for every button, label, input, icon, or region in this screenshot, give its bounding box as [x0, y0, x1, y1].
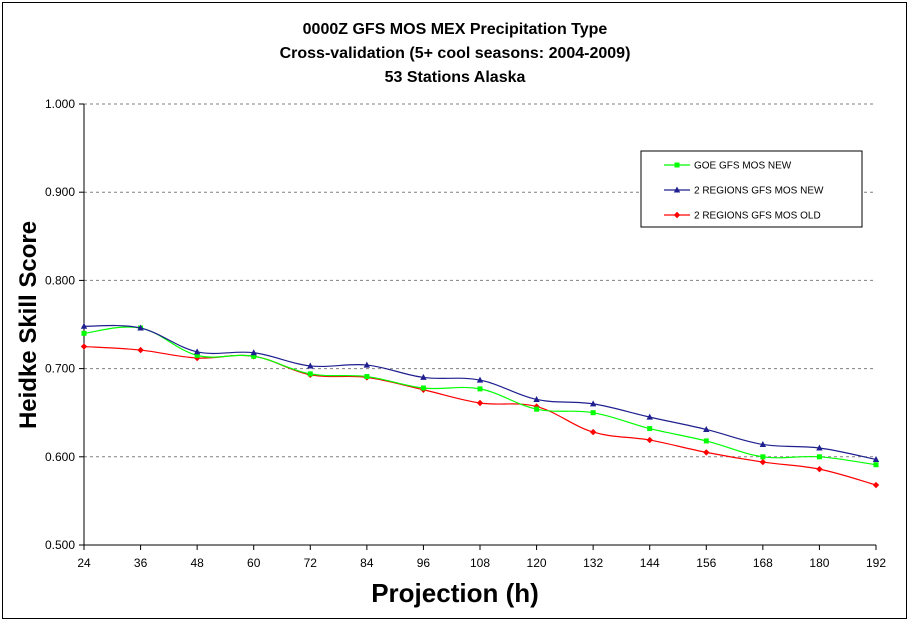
series-2-regions-gfs-mos-old [80, 343, 880, 489]
x-tick-label: 120 [527, 556, 547, 570]
legend-entry: GOE GFS MOS NEW [664, 161, 792, 172]
data-point [534, 406, 540, 412]
y-tick-label: 0.600 [45, 450, 75, 464]
x-tick-labels: 24 36 48 60 72 84 96 108 120 132 144 156 168 180 192 [77, 556, 886, 570]
data-point [872, 481, 880, 489]
data-point [476, 399, 484, 407]
y-tick-label: 0.700 [45, 362, 75, 376]
legend-label: GOE GFS MOS NEW [694, 161, 792, 172]
data-point [647, 426, 653, 432]
x-tick-label: 96 [417, 556, 431, 570]
legend-entry: 2 REGIONS GFS MOS OLD [664, 211, 821, 222]
data-point [533, 395, 540, 402]
data-point [674, 162, 680, 168]
chart-title-line-3: 53 Stations Alaska [385, 69, 526, 86]
data-point [590, 410, 596, 416]
data-point [703, 449, 710, 456]
data-point [759, 440, 767, 447]
data-point [477, 386, 483, 392]
series-line [83, 324, 877, 461]
series-2-regions-gfs-mos-new [80, 322, 880, 462]
data-point [307, 371, 313, 377]
x-tick-label: 108 [470, 556, 490, 570]
data-point [420, 373, 427, 380]
chart-title-line-2: Cross-validation (5+ cool seasons: 2004-… [280, 45, 631, 62]
y-tick-label: 0.900 [45, 185, 75, 199]
gridlines [84, 103, 876, 458]
x-tick-label: 132 [583, 556, 603, 570]
data-point [251, 353, 257, 359]
data-point [476, 376, 484, 383]
data-point [759, 458, 767, 466]
data-point [646, 436, 653, 444]
x-tick-label: 144 [640, 556, 660, 570]
data-point [137, 346, 144, 354]
y-axis-title: Heidke Skill Score [15, 221, 42, 429]
data-point [420, 385, 426, 391]
legend-label: 2 REGIONS GFS MOS NEW [694, 186, 824, 197]
data-point [589, 428, 597, 436]
data-point [703, 425, 710, 432]
x-tick-label: 48 [190, 556, 204, 570]
x-tick-label: 168 [753, 556, 773, 570]
x-tick-label: 72 [304, 556, 318, 570]
data-point [193, 348, 201, 355]
data-point [816, 444, 823, 451]
series-goe-gfs-mos-new [81, 325, 879, 468]
x-tick-label: 156 [696, 556, 716, 570]
x-tick-label: 60 [247, 556, 261, 570]
data-point [760, 454, 766, 460]
x-tick-label: 84 [360, 556, 374, 570]
legend-label: 2 REGIONS GFS MOS OLD [694, 211, 821, 222]
x-tick-label: 180 [809, 556, 829, 570]
x-tick-label: 192 [866, 556, 886, 570]
y-tick-label: 0.500 [45, 538, 75, 552]
x-tick-label: 24 [77, 556, 91, 570]
data-point [589, 400, 597, 407]
y-tick-labels: 0.500 0.600 0.700 0.800 0.900 1.000 [45, 97, 75, 552]
data-point [194, 352, 200, 358]
chart-title-line-1: 0000Z GFS MOS MEX Precipitation Type [303, 21, 608, 38]
data-point [816, 465, 823, 473]
data-point [307, 362, 314, 369]
data-point [80, 322, 88, 329]
legend: GOE GFS MOS NEW 2 REGIONS GFS MOS NEW 2 RE… [640, 150, 863, 228]
data-point [673, 186, 681, 193]
data-point [873, 462, 879, 468]
series-line [83, 326, 877, 466]
legend-entry: 2 REGIONS GFS MOS NEW [664, 186, 824, 197]
data-point [81, 330, 87, 336]
y-tick-label: 0.800 [45, 273, 75, 287]
y-tick-label: 1.000 [45, 97, 75, 111]
data-point [364, 374, 370, 380]
x-axis-title: Projection (h) [371, 578, 539, 608]
data-point [703, 438, 709, 444]
x-tick-label: 36 [134, 556, 148, 570]
data-point [673, 211, 681, 219]
data-point [250, 349, 257, 356]
series-lines [80, 322, 880, 489]
data-point [80, 343, 88, 350]
data-point [816, 454, 822, 460]
data-point [363, 361, 371, 368]
data-point [137, 324, 144, 331]
chart-title: 0000Z GFS MOS MEX Precipitation Type Cro… [280, 21, 631, 86]
data-point [872, 455, 880, 462]
data-point [646, 413, 653, 420]
series-line [83, 345, 877, 486]
